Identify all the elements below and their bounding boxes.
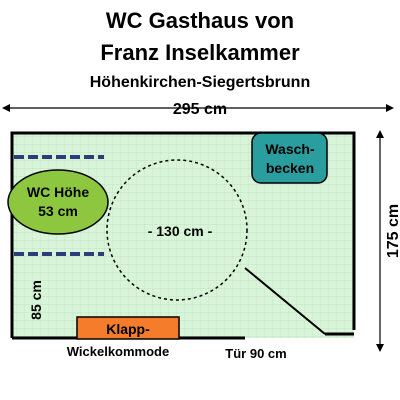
wc-toilet bbox=[7, 169, 109, 235]
changing-table bbox=[76, 316, 180, 340]
washbasin bbox=[251, 132, 328, 184]
left-dimension-label: 85 cm bbox=[28, 280, 44, 320]
door-label: Tür 90 cm bbox=[225, 346, 286, 361]
height-label: 175 cm bbox=[385, 204, 400, 258]
turning-circle bbox=[106, 159, 248, 301]
title-line-1: WC Gasthaus von bbox=[105, 8, 295, 33]
width-dimension-arrow bbox=[2, 104, 394, 112]
sink-label-line-1: Wasch- bbox=[265, 141, 315, 157]
title-line-3: Höhenkirchen-Siegertsbrunn bbox=[89, 74, 311, 91]
width-label: 295 cm bbox=[173, 101, 227, 118]
changer-label-line-1: Klapp- bbox=[106, 321, 150, 337]
sink-label-line-2: becken bbox=[266, 160, 314, 176]
changer-label-line-2: Wickelkommode bbox=[67, 344, 169, 359]
wc-label-line-2: 53 cm bbox=[38, 203, 78, 219]
height-dimension-arrow bbox=[376, 130, 384, 352]
door-swing-line bbox=[244, 267, 326, 335]
circle-label: - 130 cm - bbox=[148, 223, 213, 239]
wc-label-line-1: WC Höhe bbox=[27, 184, 89, 200]
title-line-2: Franz Inselkammer bbox=[100, 40, 300, 65]
